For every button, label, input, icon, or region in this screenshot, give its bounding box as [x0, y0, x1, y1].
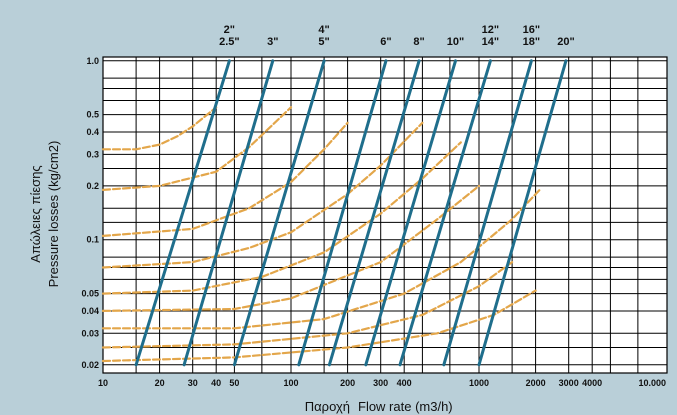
x-tick-label: 30 — [188, 378, 198, 388]
pressure-curve — [101, 106, 293, 191]
pipe-size-label: 8" — [413, 36, 424, 48]
y-tick-label: 0.5 — [86, 110, 99, 120]
y-tick-label: 0.2 — [86, 181, 99, 191]
y-tick-label: 0.1 — [86, 235, 99, 245]
pipe-size-label: 12" — [482, 24, 499, 36]
pipe-size-label: 5" — [318, 36, 329, 48]
pipe-size-label: 20" — [557, 36, 574, 48]
x-tick-label: 3000 — [559, 378, 579, 388]
y-axis-title-english: Pressure losses (kg/cm2) — [46, 141, 61, 288]
pipe-size-label: 4" — [318, 24, 329, 36]
y-tick-label: 0.3 — [86, 149, 99, 159]
pipe-line — [398, 59, 492, 367]
y-tick-label: 0.4 — [86, 127, 99, 137]
x-tick-labels: 10 20 30 40 50 100 200 300 400 1000 2000 3000 4000 10… — [98, 378, 666, 388]
y-tick-labels: 1.0 0.5 0.4 0.3 0.2 0.1 0.05 0.04 0.03 0.02 — [81, 56, 99, 370]
pipe-size-labels: 2"2.5" 3" 4"5" 6" 8" 10" 12"14" 16"18" 20" — [219, 24, 575, 48]
x-axis-title-greek: Παροχή — [305, 399, 350, 414]
pipe-line — [232, 59, 326, 367]
x-tick-label: 1000 — [469, 378, 489, 388]
plot-area — [102, 56, 668, 374]
x-tick-label: 10.000 — [638, 378, 666, 388]
pipe-line — [297, 59, 388, 367]
pressure-curve — [101, 141, 462, 295]
x-tick-label: 10 — [98, 378, 108, 388]
y-tick-label: 0.02 — [81, 360, 99, 370]
x-tick-label: 2000 — [526, 378, 546, 388]
pressure-curve — [101, 289, 537, 363]
x-tick-label: 200 — [340, 378, 355, 388]
y-tick-label: 0.03 — [81, 328, 99, 338]
y-tick-label: 0.05 — [81, 289, 99, 299]
x-tick-label: 100 — [283, 378, 298, 388]
pressure-curve — [101, 188, 541, 330]
x-tick-label: 300 — [373, 378, 388, 388]
x-tick-label: 400 — [397, 378, 412, 388]
x-tick-label: 40 — [211, 378, 221, 388]
pipe-line — [327, 59, 421, 367]
pipe-size-label: 14" — [482, 36, 499, 48]
curves — [101, 106, 541, 363]
pressure-curve — [101, 261, 514, 349]
y-tick-label: 1.0 — [86, 56, 99, 66]
pipe-size-label: 2.5" — [219, 36, 240, 48]
pipe-lines — [134, 59, 568, 367]
y-axis-title: Απώλειες πίεσης Pressure losses (kg/cm2) — [28, 141, 61, 288]
y-axis-title-greek: Απώλειες πίεσης — [28, 165, 43, 262]
pipe-size-label: 10" — [447, 36, 464, 48]
pipe-line — [364, 59, 458, 367]
pipe-size-label: 6" — [380, 36, 391, 48]
x-axis-title-english: Flow rate (m3/h) — [358, 399, 453, 414]
pipe-size-label: 16" — [523, 24, 540, 36]
y-tick-label: 0.04 — [81, 306, 99, 316]
pressure-curve — [101, 106, 218, 151]
x-tick-label: 50 — [229, 378, 239, 388]
pipe-line — [477, 59, 568, 367]
x-tick-label: 4000 — [582, 378, 602, 388]
pipe-size-label: 3" — [267, 36, 278, 48]
pipe-size-label: 2" — [224, 24, 235, 36]
pipe-line — [134, 59, 231, 367]
pipe-line — [442, 59, 533, 367]
pipe-line — [182, 59, 275, 367]
x-tick-label: 20 — [155, 378, 165, 388]
pressure-curve — [101, 121, 424, 269]
pipe-size-label: 18" — [523, 36, 540, 48]
